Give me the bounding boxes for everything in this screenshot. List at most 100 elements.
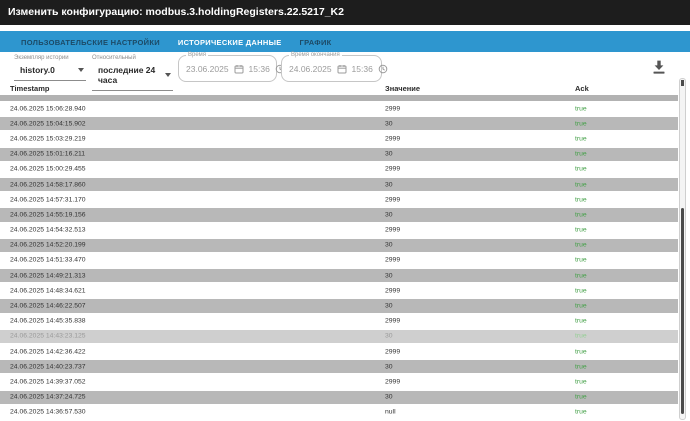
value-cell: 2999 (385, 135, 401, 143)
table-row[interactable]: 24.06.2025 14:36:57.530 null true (0, 404, 678, 420)
value-cell: 2999 (385, 348, 401, 356)
table-row[interactable]: 24.06.2025 14:40:23.737 30 true (0, 359, 678, 375)
table-row[interactable]: 24.06.2025 14:46:22.507 30 true (0, 298, 678, 314)
start-date-value[interactable]: 23.06.2025 (186, 63, 229, 74)
value-cell: 30 (385, 120, 393, 128)
value-cell: 2999 (385, 287, 401, 295)
table-scrollbar-thumb[interactable] (681, 208, 684, 414)
value-cell: 30 (385, 302, 393, 310)
table-row-partial (0, 95, 678, 101)
value-cell: 2999 (385, 196, 401, 204)
table-row[interactable]: 24.06.2025 14:45:35.838 2999 true (0, 313, 678, 329)
ack-cell: true (575, 211, 587, 219)
timestamp-cell: 24.06.2025 14:57:31.170 (10, 196, 86, 204)
ack-cell: true (575, 256, 587, 264)
start-clock-value[interactable]: 15:36 (248, 63, 270, 74)
chevron-down-icon (78, 68, 84, 72)
filter-bar: Экземпляр истории history.0 Относительны… (0, 52, 690, 91)
table-row[interactable]: 24.06.2025 15:06:28.940 2999 true (0, 101, 678, 117)
calendar-icon[interactable] (234, 64, 244, 74)
column-header-ack: Ack (575, 84, 589, 93)
scrollbar-top-nub[interactable] (681, 80, 684, 86)
end-time-field[interactable]: Время окончания 24.06.2025 15:36 (281, 52, 388, 82)
ack-cell: true (575, 105, 587, 113)
table-header: Timestamp Значение Ack (0, 84, 690, 95)
value-cell: 2999 (385, 378, 401, 386)
timestamp-cell: 24.06.2025 15:03:29.219 (10, 135, 86, 143)
table-row[interactable]: 24.06.2025 14:49:21.313 30 true (0, 268, 678, 284)
tab-bar: ПОЛЬЗОВАТЕЛЬСКИЕ НАСТРОЙКИ ИСТОРИЧЕСКИЕ Д… (0, 31, 690, 54)
value-cell: 30 (385, 363, 393, 371)
timestamp-cell: 24.06.2025 14:42:36.422 (10, 348, 86, 356)
table-row[interactable]: 24.06.2025 14:58:17.860 30 true (0, 176, 678, 193)
table-row[interactable]: 24.06.2025 14:42:36.422 2999 true (0, 344, 678, 360)
timestamp-cell: 24.06.2025 14:58:17.860 (10, 181, 86, 189)
relative-range-select[interactable]: Относительный последние 24 часа (92, 55, 173, 91)
table-row[interactable]: 24.06.2025 14:43:23.125 30 true (0, 328, 678, 344)
timestamp-cell: 24.06.2025 14:54:32.513 (10, 226, 86, 234)
timestamp-cell: 24.06.2025 14:37:24.725 (10, 393, 86, 401)
start-time-field[interactable]: Время 23.06.2025 15:36 (178, 52, 285, 82)
value-cell: 2999 (385, 317, 401, 325)
table-row[interactable]: 24.06.2025 15:03:29.219 2999 true (0, 131, 678, 147)
column-header-timestamp: Timestamp (10, 84, 50, 93)
ack-cell: true (575, 287, 587, 295)
tab-user-settings[interactable]: ПОЛЬЗОВАТЕЛЬСКИЕ НАСТРОЙКИ (21, 38, 160, 47)
table-row[interactable]: 24.06.2025 14:54:32.513 2999 true (0, 222, 678, 238)
ack-cell: true (575, 226, 587, 234)
table-row[interactable]: 24.06.2025 15:00:29.455 2999 true (0, 161, 678, 177)
timestamp-cell: 24.06.2025 14:39:37.052 (10, 378, 86, 386)
ack-cell: true (575, 120, 587, 128)
ack-cell: true (575, 241, 587, 249)
calendar-icon[interactable] (337, 64, 347, 74)
timestamp-cell: 24.06.2025 15:06:28.940 (10, 105, 86, 113)
timestamp-cell: 24.06.2025 14:40:23.737 (10, 363, 86, 371)
value-cell: 30 (385, 211, 393, 219)
column-header-value: Значение (385, 84, 421, 93)
ack-cell: true (575, 302, 587, 310)
clock-icon[interactable] (378, 64, 388, 74)
history-instance-label: Экземпляр истории (14, 55, 69, 61)
table-row[interactable]: 24.06.2025 14:39:37.052 2999 true (0, 374, 678, 390)
timestamp-cell: 24.06.2025 14:49:21.313 (10, 272, 86, 280)
value-cell: 30 (385, 272, 393, 280)
table-row[interactable]: 24.06.2025 15:01:16.211 30 true (0, 146, 678, 162)
value-cell: 2999 (385, 256, 401, 264)
value-cell: 30 (385, 241, 393, 249)
table-row[interactable]: 24.06.2025 14:48:34.621 2999 true (0, 283, 678, 299)
history-table: 24.06.2025 15:06:28.940 2999 true 24.06.202… (0, 95, 678, 421)
relative-range-value: последние 24 часа (98, 65, 156, 85)
ack-cell: true (575, 272, 587, 280)
timestamp-cell: 24.06.2025 14:52:20.199 (10, 241, 86, 249)
chevron-down-icon (165, 73, 171, 77)
ack-cell: true (575, 408, 587, 416)
table-row[interactable]: 24.06.2025 14:37:24.725 30 true (0, 389, 678, 405)
timestamp-cell: 24.06.2025 14:45:35.838 (10, 317, 86, 325)
tab-historical-data[interactable]: ИСТОРИЧЕСКИЕ ДАННЫЕ (169, 31, 291, 54)
history-instance-select[interactable]: Экземпляр истории history.0 (14, 55, 86, 81)
table-row[interactable]: 24.06.2025 14:57:31.170 2999 true (0, 192, 678, 208)
tab-graph[interactable]: ГРАФИК (299, 38, 332, 47)
table-row[interactable]: 24.06.2025 15:04:15.902 30 true (0, 116, 678, 132)
end-date-value[interactable]: 24.06.2025 (289, 63, 332, 74)
timestamp-cell: 24.06.2025 14:43:23.125 (10, 332, 86, 340)
timestamp-cell: 24.06.2025 14:55:19.156 (10, 211, 86, 219)
end-time-label: Время окончания (289, 52, 342, 58)
download-button[interactable] (651, 59, 671, 79)
table-row[interactable]: 24.06.2025 14:51:33.470 2999 true (0, 252, 678, 269)
value-cell: 2999 (385, 165, 401, 173)
start-time-label: Время (186, 52, 209, 58)
value-cell: 30 (385, 181, 393, 189)
value-cell: 2999 (385, 105, 401, 113)
value-cell: 30 (385, 332, 393, 340)
end-clock-value[interactable]: 15:36 (351, 63, 373, 74)
timestamp-cell: 24.06.2025 15:01:16.211 (10, 150, 86, 158)
ack-cell: true (575, 348, 587, 356)
table-row[interactable]: 24.06.2025 14:52:20.199 30 true (0, 237, 678, 253)
value-cell: null (385, 408, 396, 416)
ack-cell: true (575, 135, 587, 143)
table-row[interactable]: 24.06.2025 14:55:19.156 30 true (0, 207, 678, 223)
value-cell: 30 (385, 150, 393, 158)
relative-range-label: Относительный (92, 55, 136, 61)
